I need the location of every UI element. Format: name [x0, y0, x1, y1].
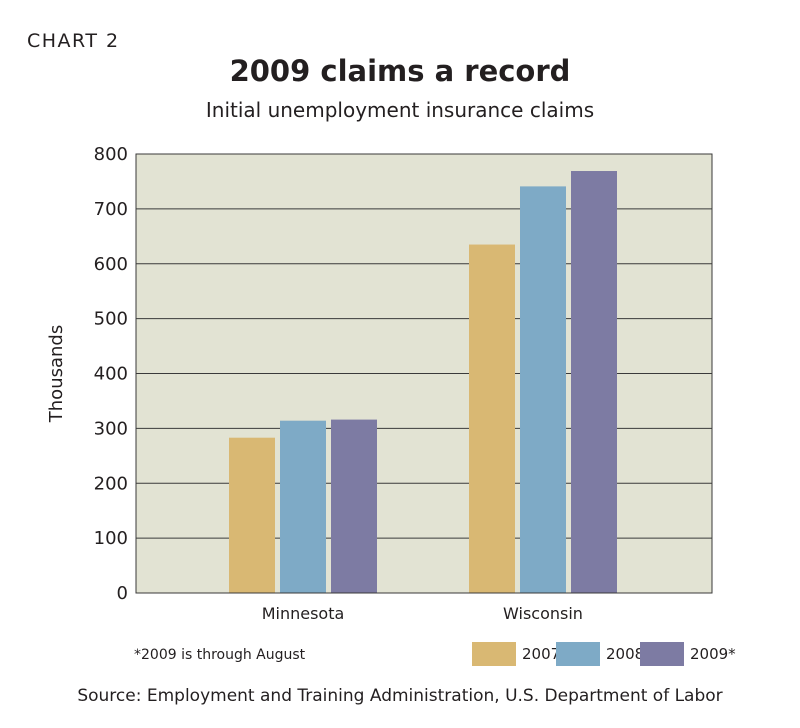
bar-wisconsin-2008	[520, 186, 566, 593]
y-tick-label-500: 500	[94, 309, 128, 330]
bar-minnesota-2008	[280, 420, 326, 593]
legend-swatch-2008	[556, 642, 600, 666]
bar-chart: 0 100 200 300 400 500 600 700 800 Minnesota Wiscon…	[46, 144, 713, 623]
bar-minnesota-2009	[331, 419, 377, 593]
y-tick-label-800: 800	[94, 144, 128, 165]
legend-label-2009: 2009*	[690, 645, 736, 663]
legend-label-2008: 2008	[606, 645, 645, 663]
legend-label-2007: 2007	[522, 645, 561, 663]
bar-minnesota-2007	[229, 437, 275, 593]
plot-border	[135, 153, 713, 594]
legend-item-2009: 2009*	[640, 640, 736, 668]
bar-wisconsin-2007	[469, 244, 515, 593]
y-tick-label-700: 700	[94, 199, 128, 220]
source-note: Source: Employment and Training Administ…	[77, 686, 723, 706]
y-tick-label-200: 200	[94, 473, 128, 494]
x-tick-label-minnesota: Minnesota	[262, 604, 345, 623]
y-tick-label-600: 600	[94, 254, 128, 275]
legend-swatch-2009	[640, 642, 684, 666]
y-tick-label-300: 300	[94, 418, 128, 439]
legend-item-2008: 2008	[556, 640, 644, 668]
x-tick-label-wisconsin: Wisconsin	[503, 604, 583, 623]
y-axis-label: Thousands	[46, 325, 67, 423]
footnote: *2009 is through August	[134, 647, 306, 663]
y-tick-label-400: 400	[94, 364, 128, 385]
bar-wisconsin-2009	[571, 171, 617, 594]
chart-title: 2009 claims a record	[229, 54, 571, 88]
chart-subtitle: Initial unemployment insurance claims	[205, 98, 595, 122]
y-tick-label-0: 0	[117, 583, 128, 604]
legend-item-2007: 2007	[472, 640, 560, 668]
y-tick-label-100: 100	[94, 528, 128, 549]
legend-swatch-2007	[472, 642, 516, 666]
chart-number-label: CHART 2	[27, 30, 120, 52]
